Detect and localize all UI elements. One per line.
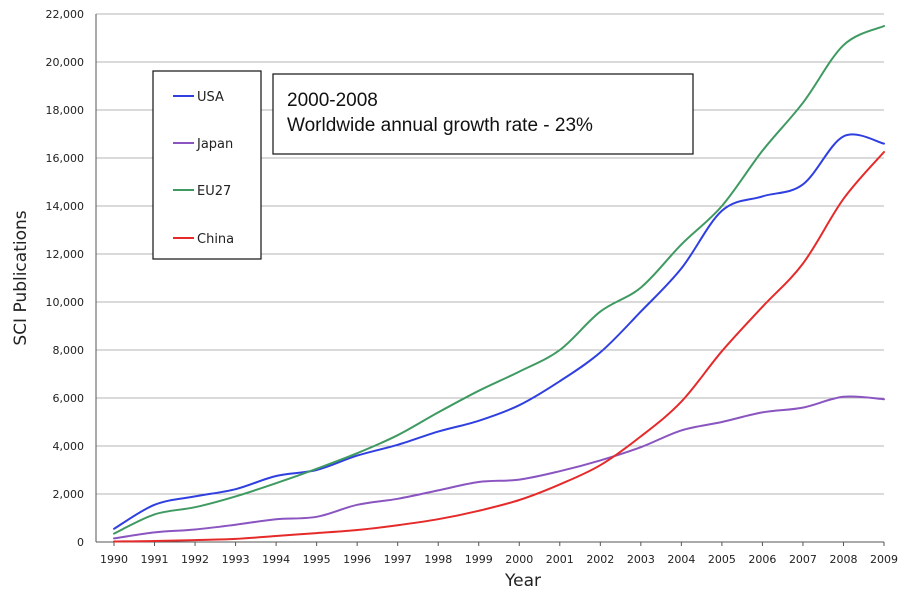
x-tick-label-1996: 1996 <box>343 553 371 566</box>
legend-label-usa: USA <box>197 90 224 105</box>
annotation-growth-rate: Worldwide annual growth rate - 23% <box>287 115 593 136</box>
x-tick-label-1990: 1990 <box>100 553 128 566</box>
y-tick-label-20000: 20,000 <box>46 56 85 69</box>
x-tick-label-2000: 2000 <box>505 553 533 566</box>
y-tick-label-0: 0 <box>77 536 84 549</box>
x-tick-label-1993: 1993 <box>222 553 250 566</box>
y-tick-label-6000: 6,000 <box>53 392 85 405</box>
x-tick-label-2005: 2005 <box>708 553 736 566</box>
x-tick-label-2001: 2001 <box>546 553 574 566</box>
axes <box>95 14 885 546</box>
series-line-china <box>113 151 885 543</box>
legend-label-japan: Japan <box>196 137 233 152</box>
y-tick-label-12000: 12,000 <box>46 248 85 261</box>
legend-box <box>152 70 262 260</box>
x-tick-label-2007: 2007 <box>789 553 817 566</box>
x-tick-label-1992: 1992 <box>181 553 209 566</box>
y-tick-label-10000: 10,000 <box>46 296 85 309</box>
legend-label-eu27: EU27 <box>197 184 231 199</box>
x-tick-label-1999: 1999 <box>465 553 493 566</box>
series-line-eu27 <box>113 25 885 535</box>
x-tick-label-2006: 2006 <box>748 553 776 566</box>
annotation-box <box>272 73 694 155</box>
y-tick-label-4000: 4,000 <box>53 440 85 453</box>
y-tick-label-18000: 18,000 <box>46 104 85 117</box>
series-line-usa <box>113 133 885 530</box>
series-lines <box>113 25 885 543</box>
x-tick-label-1991: 1991 <box>141 553 169 566</box>
y-tick-label-8000: 8,000 <box>53 344 85 357</box>
x-tick-label-1994: 1994 <box>262 553 290 566</box>
x-tick-labels: 1990 1991 1992 1993 1994 1995 1996 1997 1998 1999… <box>100 553 898 566</box>
y-tick-label-14000: 14,000 <box>46 200 85 213</box>
x-tick-label-1998: 1998 <box>424 553 452 566</box>
x-tick-label-2003: 2003 <box>627 553 655 566</box>
x-tick-label-2002: 2002 <box>586 553 614 566</box>
x-tick-label-1995: 1995 <box>303 553 331 566</box>
grid-lines <box>96 13 884 543</box>
y-tick-labels: 0 2,000 4,000 6,000 8,000 10,000 12,000 14,000 1… <box>46 8 85 549</box>
x-tick-label-2008: 2008 <box>829 553 857 566</box>
y-axis-title: SCI Publications <box>11 210 31 345</box>
series-line-japan <box>113 395 885 540</box>
y-tick-label-22000: 22,000 <box>46 8 85 21</box>
legend: USA Japan EU27 China <box>152 70 262 260</box>
y-tick-label-2000: 2,000 <box>53 488 85 501</box>
legend-label-china: China <box>197 232 234 247</box>
x-tick-label-2004: 2004 <box>667 553 695 566</box>
x-axis-title: Year <box>504 571 541 591</box>
growth-annotation: 2000-2008 Worldwide annual growth rate -… <box>272 73 694 155</box>
y-tick-label-16000: 16,000 <box>46 152 85 165</box>
annotation-period: 2000-2008 <box>287 90 378 111</box>
x-tick-label-2009: 2009 <box>870 553 898 566</box>
x-tick-label-1997: 1997 <box>384 553 412 566</box>
